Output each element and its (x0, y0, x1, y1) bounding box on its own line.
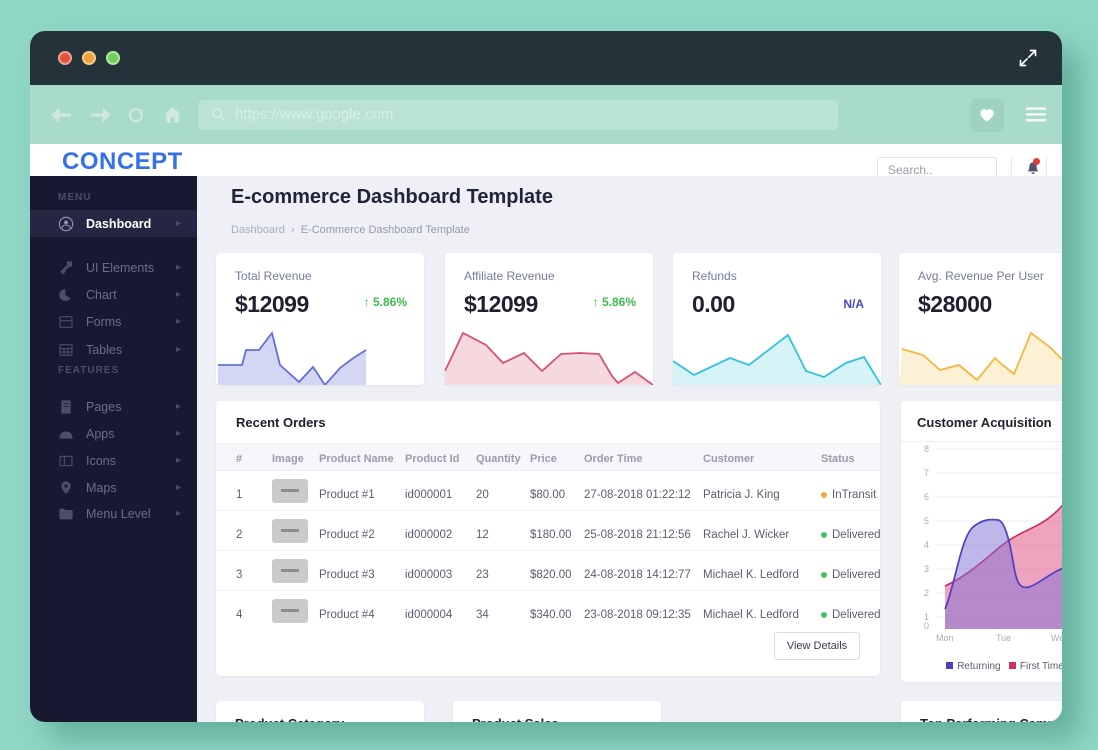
svg-text:2: 2 (924, 588, 929, 598)
svg-text:3: 3 (924, 564, 929, 574)
svg-text:Wed: Wed (1051, 633, 1062, 643)
svg-text:5: 5 (924, 516, 929, 526)
svg-text:Tue: Tue (996, 633, 1011, 643)
svg-text:Mon: Mon (936, 633, 954, 643)
svg-text:8: 8 (924, 444, 929, 454)
svg-text:4: 4 (924, 540, 929, 550)
svg-text:6: 6 (924, 492, 929, 502)
svg-text:7: 7 (924, 468, 929, 478)
svg-text:0: 0 (924, 621, 929, 631)
